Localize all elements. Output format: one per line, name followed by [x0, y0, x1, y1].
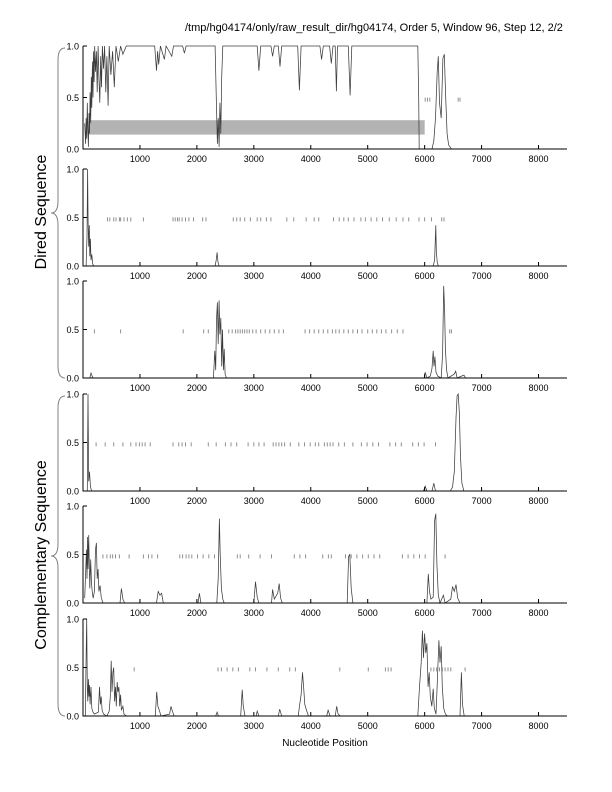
axes-frame [82, 281, 567, 379]
signal-line [85, 168, 567, 267]
y-tick-label: 0.0 [66, 712, 79, 722]
subplot-6: 1.0 0.5 0.0 1000 2000 3000 4000 5000 6000 7000 800… [66, 615, 567, 731]
x-tick-label: 7000 [472, 608, 492, 618]
x-tick-label: 1000 [130, 721, 150, 731]
x-tick-label: 2000 [187, 383, 207, 393]
y-tick-label: 0.5 [66, 325, 79, 335]
signal-line [84, 618, 567, 717]
x-tick-label: 7000 [472, 271, 492, 281]
x-tick-label: 1000 [130, 271, 150, 281]
x-tick-label: 3000 [244, 154, 264, 164]
x-tick-label: 7000 [472, 383, 492, 393]
x-tick-label: 3000 [244, 608, 264, 618]
x-tick-label: 6000 [415, 154, 435, 164]
y-tick-label: 0.5 [66, 93, 79, 103]
x-tick-label: 6000 [415, 608, 435, 618]
x-tick-label: 4000 [301, 608, 321, 618]
x-tick-label: 2000 [187, 271, 207, 281]
x-tick-label: 1000 [130, 496, 150, 506]
x-tick-label: 4000 [301, 271, 321, 281]
subplot-1: 1.0 0.5 0.0 1000 2000 3000 4000 5000 6000 7000 800… [66, 42, 567, 164]
y-tick-label: 0.5 [66, 438, 79, 448]
x-tick-label: 8000 [529, 271, 549, 281]
x-tick-label: 6000 [415, 721, 435, 731]
subplot-4: 1.0 0.5 0.0 1000 2000 3000 4000 5000 6000 7000 800… [66, 390, 567, 506]
group-label-complementary-sequence: Complementary Sequence [33, 460, 50, 650]
group-brace [50, 47, 66, 379]
y-tick-label: 1.0 [66, 502, 79, 512]
y-tick-label: 1.0 [66, 615, 79, 625]
y-tick-label: 1.0 [66, 165, 79, 175]
x-tick-label: 7000 [472, 496, 492, 506]
y-tick-label: 0.5 [66, 550, 79, 560]
x-tick-label: 1000 [130, 154, 150, 164]
signal-line [84, 44, 567, 150]
subplot-2: 1.0 0.5 0.0 1000 2000 3000 4000 5000 6000 7000 800… [66, 165, 567, 281]
x-tick-label: 5000 [358, 608, 378, 618]
subplot-5: 1.0 0.5 0.0 1000 2000 3000 4000 5000 6000 7000 800… [66, 502, 567, 618]
signal-line [89, 285, 567, 379]
x-tick-label: 4000 [301, 383, 321, 393]
x-tick-label: 5000 [358, 271, 378, 281]
x-tick-label: 5000 [358, 154, 378, 164]
x-tick-label: 8000 [529, 383, 549, 393]
x-tick-label: 8000 [529, 154, 549, 164]
y-tick-label: 0.0 [66, 145, 79, 155]
x-tick-label: 7000 [472, 154, 492, 164]
x-tick-label: 3000 [244, 271, 264, 281]
x-tick-label: 7000 [472, 721, 492, 731]
x-tick-label: 2000 [187, 608, 207, 618]
x-tick-label: 5000 [358, 496, 378, 506]
x-tick-label: 5000 [358, 383, 378, 393]
x-tick-label: 1000 [130, 608, 150, 618]
x-tick-label: 4000 [301, 721, 321, 731]
x-tick-label: 8000 [529, 721, 549, 731]
x-tick-label: 6000 [415, 271, 435, 281]
x-tick-label: 3000 [244, 383, 264, 393]
x-tick-label: 2000 [187, 154, 207, 164]
signal-line [84, 513, 567, 605]
axes-frame [82, 169, 567, 267]
y-tick-label: 1.0 [66, 390, 79, 400]
subplot-3: 1.0 0.5 0.0 1000 2000 3000 4000 5000 6000 7000 800… [66, 277, 567, 393]
x-tick-label: 2000 [187, 721, 207, 731]
axes-frame [82, 619, 567, 717]
y-tick-label: 0.0 [66, 374, 79, 384]
figure-title: /tmp/hg04174/only/raw_result_dir/hg04174… [185, 22, 563, 34]
axes-frame [82, 506, 567, 604]
x-tick-label: 4000 [301, 154, 321, 164]
threshold-band [88, 120, 425, 135]
x-tick-label: 5000 [358, 721, 378, 731]
x-tick-label: 3000 [244, 496, 264, 506]
x-tick-label: 8000 [529, 608, 549, 618]
x-tick-label: 4000 [301, 496, 321, 506]
axes-frame [82, 394, 567, 492]
y-tick-label: 1.0 [66, 277, 79, 287]
x-tick-label: 1000 [130, 383, 150, 393]
y-tick-label: 0.0 [66, 487, 79, 497]
x-tick-label: 2000 [187, 496, 207, 506]
group-label-dired-sequence: Dired Sequence [33, 154, 50, 270]
y-tick-label: 0.5 [66, 213, 79, 223]
y-tick-label: 1.0 [66, 42, 79, 52]
x-tick-label: 8000 [529, 496, 549, 506]
x-tick-label: 6000 [415, 496, 435, 506]
x-axis-label: Nucleotide Position [282, 738, 368, 749]
y-tick-label: 0.5 [66, 663, 79, 673]
x-tick-label: 6000 [415, 383, 435, 393]
y-tick-label: 0.0 [66, 599, 79, 609]
x-tick-label: 3000 [244, 721, 264, 731]
y-tick-label: 0.0 [66, 262, 79, 272]
group-brace [50, 395, 66, 717]
